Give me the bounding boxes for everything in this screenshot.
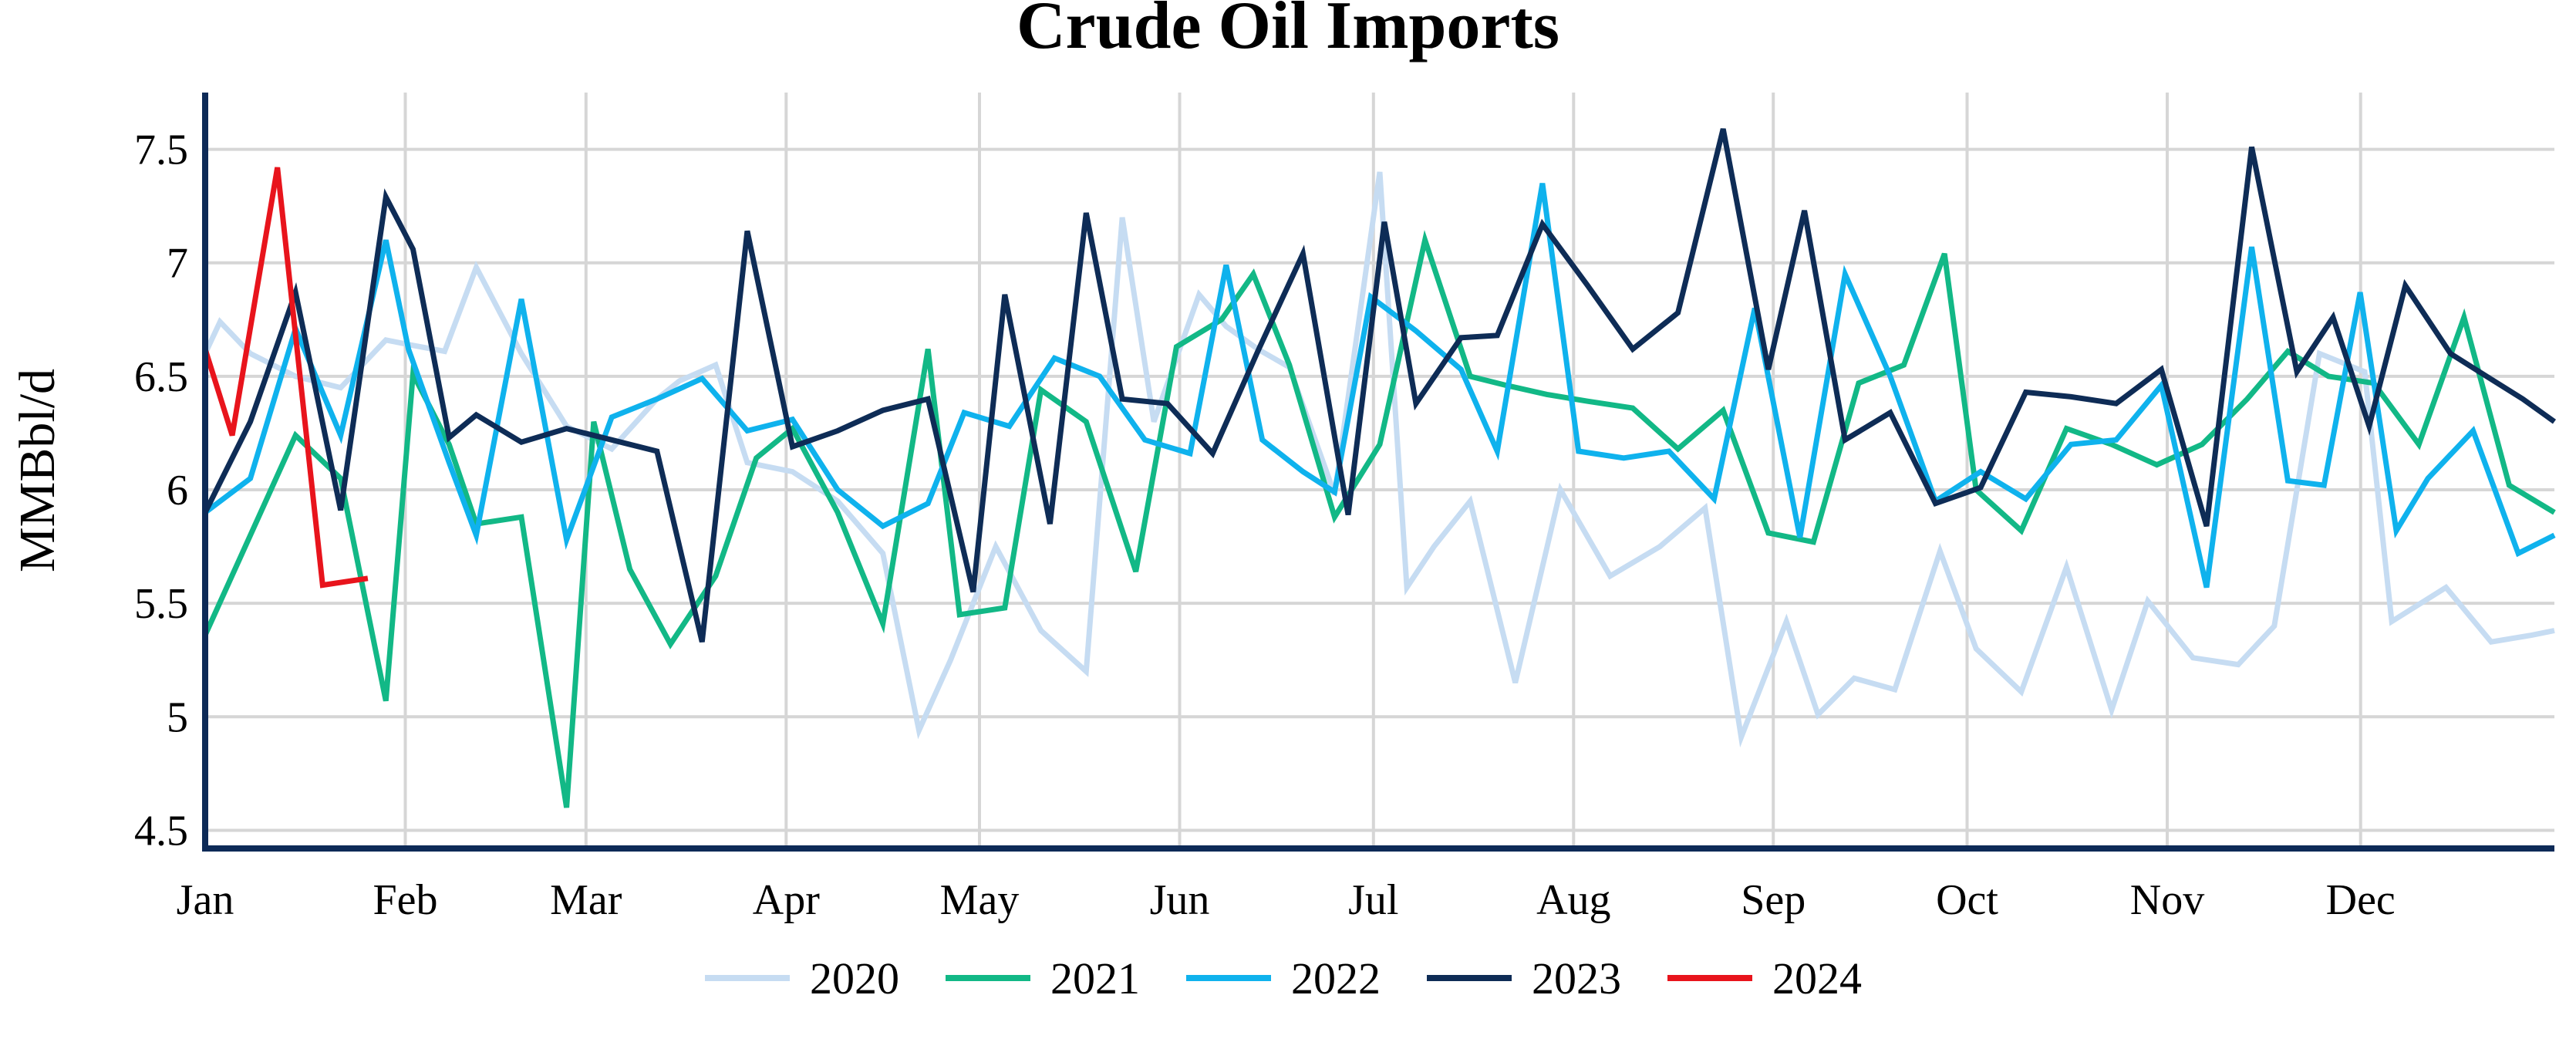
x-tick-label: Mar — [550, 876, 622, 924]
x-tick-label: Jul — [1348, 876, 1398, 924]
x-tick-label: Jan — [177, 876, 234, 924]
y-tick-label: 7 — [167, 240, 188, 288]
x-tick-label: Feb — [373, 876, 437, 924]
x-tick-label: Nov — [2130, 876, 2204, 924]
legend-item-2021[interactable]: 2021 — [946, 953, 1140, 1003]
chart-title: Crude Oil Imports — [1017, 0, 1559, 63]
series-lines — [202, 128, 2557, 808]
legend-label: 2023 — [1532, 953, 1621, 1003]
x-tick-label: Sep — [1741, 876, 1806, 924]
y-tick-label: 4.5 — [134, 807, 188, 855]
legend-item-2022[interactable]: 2022 — [1186, 953, 1381, 1003]
y-axis-label: MMBbl/d — [9, 369, 66, 572]
legend-item-2023[interactable]: 2023 — [1427, 953, 1621, 1003]
legend-item-2020[interactable]: 2020 — [705, 953, 899, 1003]
legend-label: 2020 — [810, 953, 899, 1003]
y-tick-label: 5.5 — [134, 580, 188, 628]
legend: 2020 2021 2022 2023 2024 — [705, 953, 1862, 1003]
x-tick-label: Apr — [753, 876, 820, 924]
y-tick-label: 6 — [167, 467, 188, 514]
legend-label: 2024 — [1772, 953, 1862, 1003]
series-line-2024 — [202, 167, 369, 589]
x-tick-label: Oct — [1936, 876, 1998, 924]
legend-label: 2021 — [1050, 953, 1140, 1003]
y-tick-label: 7.5 — [134, 126, 188, 174]
y-tick-label: 6.5 — [134, 353, 188, 401]
legend-label: 2022 — [1291, 953, 1381, 1003]
y-tick-label: 5 — [167, 693, 188, 741]
x-tick-label: Dec — [2326, 876, 2396, 924]
series-line-2022 — [203, 183, 2556, 589]
x-tick-label: Jun — [1150, 876, 1210, 924]
x-tick-label: Aug — [1536, 876, 1610, 924]
series-line-2023 — [202, 128, 2557, 643]
series-line-2021 — [202, 230, 2556, 808]
tick-labels: 4.5 5 5.5 6 6.5 7 7.5 Jan Feb Mar Apr May Jun Jul Aug S… — [134, 126, 2396, 924]
legend-item-2024[interactable]: 2024 — [1667, 953, 1862, 1003]
x-tick-label: May — [940, 876, 1020, 924]
axes — [202, 93, 2554, 852]
